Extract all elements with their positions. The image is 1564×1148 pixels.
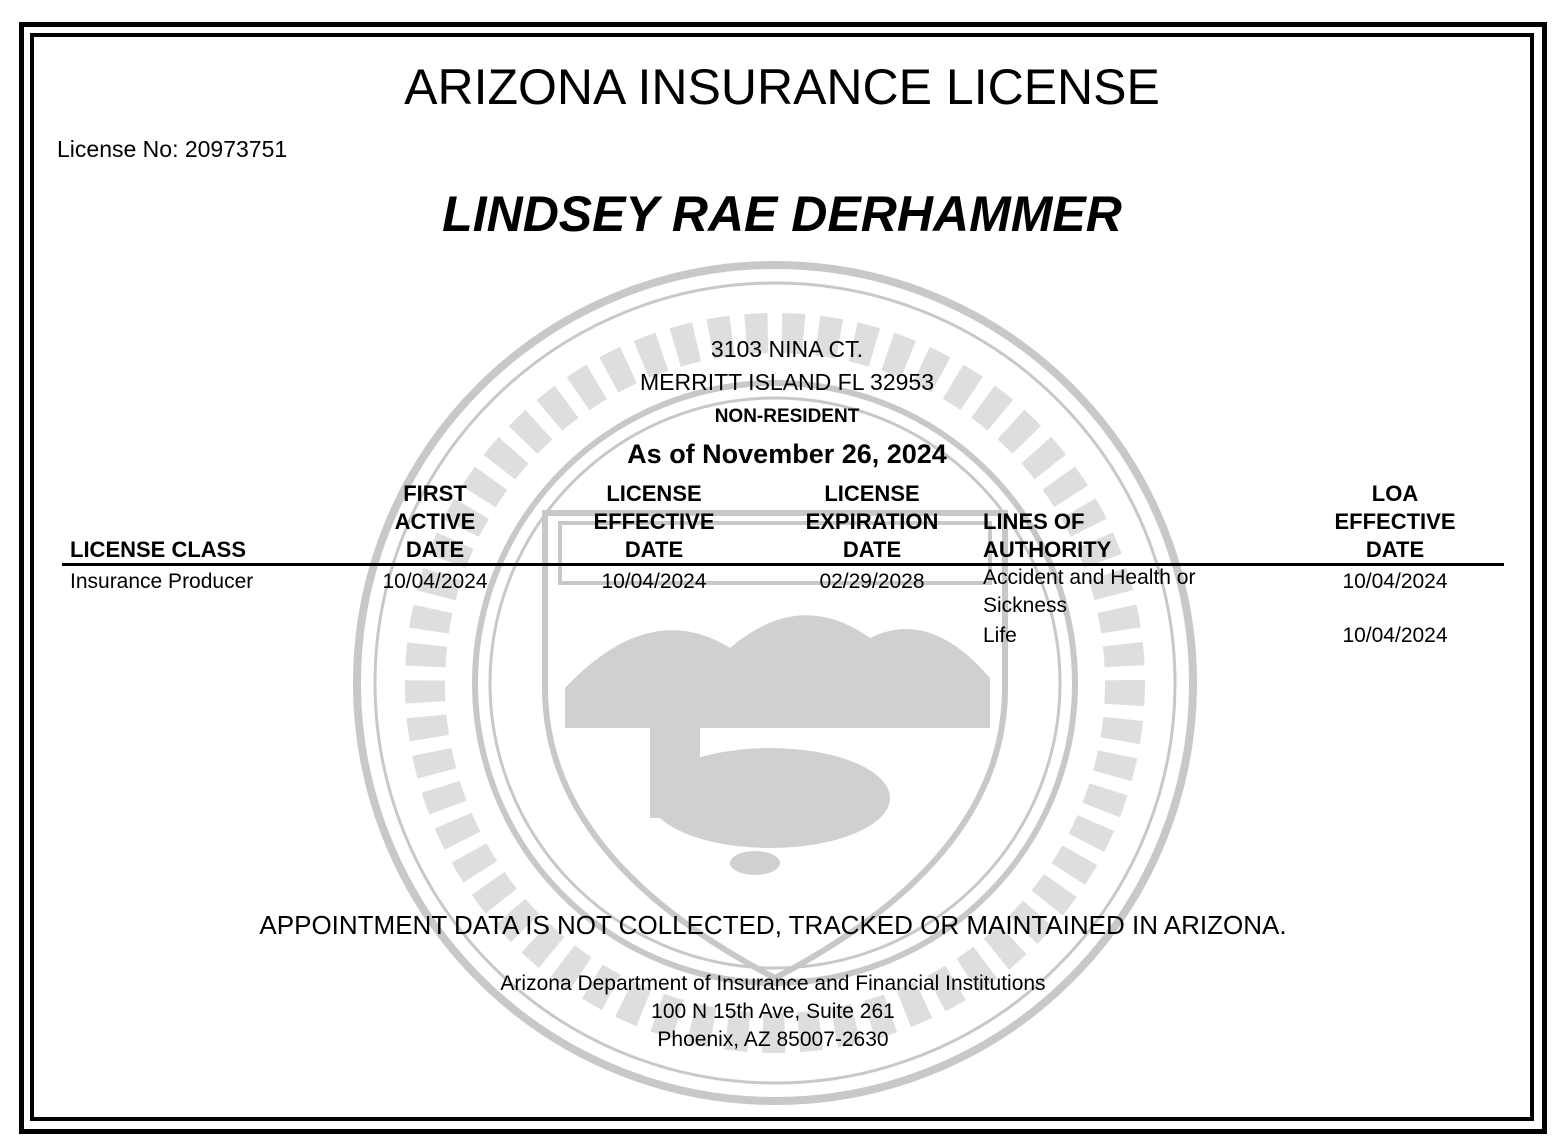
footer-street: 100 N 15th Ave, Suite 261 [651,1000,895,1023]
license-number: License No: 20973751 [57,136,288,162]
loa-name-line: Accident and Health or [983,566,1196,589]
address-line-2: MERRITT ISLAND FL 32953 [640,369,934,395]
header-first-active-date: FIRST ACTIVE DATE [360,480,510,564]
license-expiration-date-cell: 02/29/2028 [819,570,925,593]
header-line: DATE [1365,537,1425,562]
as-of-date: As of November 26, 2024 [627,439,947,469]
header-line: LICENSE [606,481,702,506]
header-line: LICENSE CLASS [70,537,247,562]
footer-org: Arizona Department of Insurance and Fina… [500,972,1046,995]
licensee-name: LINDSEY RAE DERHAMMER [442,186,1122,242]
header-lines-of-authority: LINES OF AUTHORITY [983,508,1111,564]
appointment-notice: APPOINTMENT DATA IS NOT COLLECTED, TRACK… [259,910,1287,940]
header-loa-effective-date: LOA EFFECTIVE DATE [1315,480,1475,564]
loa-cell: Accident and Health or Sickness [983,564,1195,620]
address-line-1: 3103 NINA CT. [710,336,864,362]
loa-name-line: Sickness [983,594,1068,617]
license-class-cell: Insurance Producer [70,570,254,593]
header-line: DATE [624,537,684,562]
outer-border [19,22,1547,1134]
header-line: FIRST [403,481,467,506]
header-line: LICENSE [824,481,920,506]
header-line: LOA [1371,481,1419,506]
header-line: DATE [842,537,902,562]
inner-border [30,33,1534,1121]
header-line: DATE [405,537,465,562]
header-rule [62,563,1504,566]
loa-name-line: Life [983,624,1017,647]
header-line: EFFECTIVE [593,509,715,534]
header-line: EXPIRATION [805,509,939,534]
state-seal-watermark [353,261,1197,1105]
footer-city: Phoenix, AZ 85007-2630 [657,1028,889,1051]
license-effective-date-cell: 10/04/2024 [601,570,707,593]
document-title: ARIZONA INSURANCE LICENSE [404,59,1160,115]
header-line: LINES OF [983,509,1085,534]
header-line: EFFECTIVE [1334,509,1456,534]
residency-status: NON-RESIDENT [714,406,860,427]
loa-effective-date-cell: 10/04/2024 [1342,624,1448,647]
header-license-class: LICENSE CLASS [70,536,246,564]
header-license-effective-date: LICENSE EFFECTIVE DATE [574,480,734,564]
header-line: ACTIVE [394,509,476,534]
header-license-expiration-date: LICENSE EXPIRATION DATE [792,480,952,564]
header-line: AUTHORITY [983,537,1112,562]
first-active-date-cell: 10/04/2024 [382,570,488,593]
loa-effective-date-cell: 10/04/2024 [1342,570,1448,593]
